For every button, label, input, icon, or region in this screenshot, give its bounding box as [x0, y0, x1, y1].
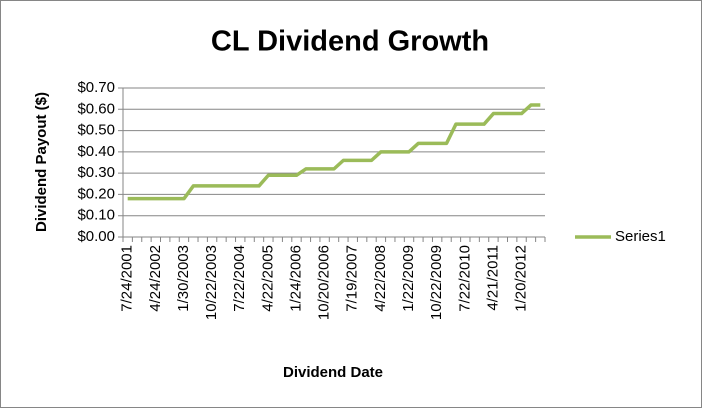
x-tick-label: 10/20/2006: [316, 245, 333, 320]
x-axis-title: Dividend Date: [283, 364, 383, 381]
x-tick-label: 1/24/2006: [287, 245, 304, 312]
y-tick-label: $0.50: [77, 122, 115, 139]
y-tick-label: $0.30: [77, 164, 115, 181]
chart-title: CL Dividend Growth: [211, 26, 489, 58]
x-tick-label: 4/22/2008: [372, 245, 389, 312]
y-tick-label: $0.60: [77, 100, 115, 117]
x-tick-label: 1/30/2003: [175, 245, 192, 312]
x-tick-label: 7/22/2010: [456, 245, 473, 312]
x-tick-label: 1/20/2012: [513, 245, 530, 312]
y-tick-label: $0.00: [77, 228, 115, 245]
x-tick-label: 7/24/2001: [119, 245, 136, 312]
data-line: [127, 103, 541, 201]
y-tick-label: $0.40: [77, 143, 115, 160]
x-tick-label: 7/19/2007: [344, 245, 361, 312]
y-tick-label: $0.20: [77, 185, 115, 202]
x-tick-label: 4/24/2002: [147, 245, 164, 312]
x-tick-label: 4/22/2005: [259, 245, 276, 312]
x-tick-label: 10/22/2003: [203, 245, 220, 320]
x-tick-label: 4/21/2011: [484, 245, 501, 311]
y-axis-title: Dividend Payout ($): [33, 92, 50, 232]
y-tick-label: $0.10: [77, 207, 115, 224]
legend-label: Series1: [615, 228, 666, 245]
y-tick-label: $0.70: [77, 79, 115, 96]
x-tick-label: 7/22/2004: [231, 245, 248, 312]
x-tick-label: 1/22/2009: [400, 245, 417, 312]
x-tick-label: 10/22/2009: [428, 245, 445, 320]
